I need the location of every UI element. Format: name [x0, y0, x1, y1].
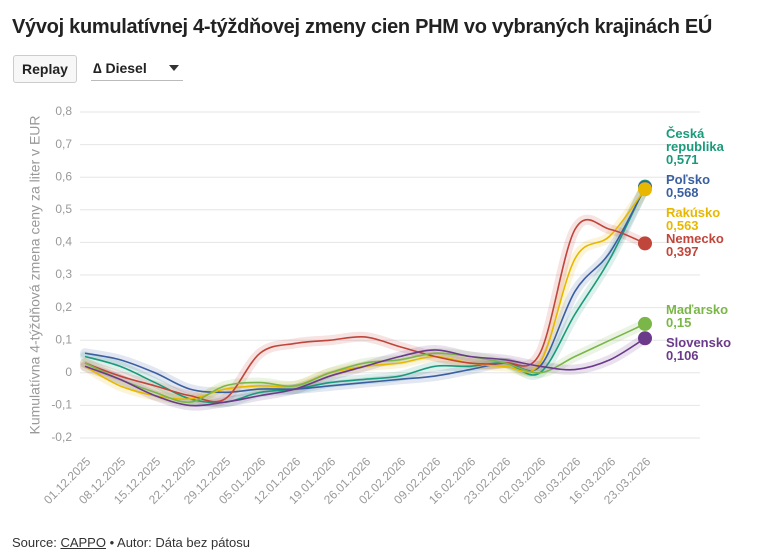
series-name: Česká republika — [666, 126, 724, 154]
source-link[interactable]: CAPPO — [60, 535, 106, 550]
y-tick-label: 0,8 — [55, 104, 72, 118]
end-label: Slovensko 0,106 — [666, 336, 746, 362]
end-dot — [638, 331, 652, 346]
end-label: Česká republika 0,571 — [666, 127, 746, 166]
dropdown-label: ∆ Diesel — [93, 59, 147, 76]
value-label: 0,563 — [666, 218, 699, 233]
value-label: 0,571 — [666, 152, 699, 167]
series-line — [84, 337, 646, 407]
y-tick-label: -0,1 — [51, 398, 72, 412]
end-label: Rakúsko 0,563 — [666, 206, 746, 232]
series-line — [84, 323, 646, 403]
end-label: Nemecko 0,397 — [666, 232, 746, 258]
end-dot — [638, 316, 652, 331]
y-tick-label: 0,6 — [55, 169, 72, 183]
series-name: Maďarsko — [666, 302, 729, 317]
y-tick-label: 0 — [65, 365, 72, 379]
y-tick-label: 0,5 — [55, 202, 72, 216]
value-label: 0,106 — [666, 348, 699, 363]
series-line — [84, 186, 646, 404]
series-line — [84, 218, 646, 403]
series-name: Rakúsko — [666, 205, 721, 220]
y-axis-title: Kumulatívna 4-týždňová zmena ceny za lit… — [27, 115, 43, 434]
source-suffix: • Autor: Dáta bez pátosu — [109, 535, 250, 550]
y-tick-label: 0,3 — [55, 267, 72, 281]
source: Source: CAPPO • Autor: Dáta bez pátosu — [12, 535, 250, 550]
end-label: Maďarsko 0,15 — [666, 303, 746, 329]
y-tick-label: -0,2 — [51, 430, 72, 444]
end-label: Poľsko 0,568 — [666, 173, 746, 199]
series-name: Slovensko — [666, 335, 732, 350]
y-tick-label: 0,1 — [55, 332, 72, 346]
series-name: Poľsko — [666, 172, 711, 187]
value-label: 0,397 — [666, 244, 699, 259]
y-tick-label: 0,2 — [55, 300, 72, 314]
chart-title: Vývoj kumulatívnej 4-týždňovej zmeny cie… — [12, 16, 713, 38]
replay-button[interactable]: Replay — [13, 55, 77, 83]
end-dot — [638, 182, 652, 197]
value-label: 0,15 — [666, 315, 692, 330]
series-line — [84, 187, 646, 394]
dropdown-arrow — [169, 65, 179, 71]
series-name: Nemecko — [666, 231, 724, 246]
value-label: 0,568 — [666, 185, 699, 200]
source-prefix: Source: — [12, 535, 57, 550]
end-dot — [638, 236, 652, 251]
y-tick-label: 0,4 — [55, 235, 72, 249]
y-tick-label: 0,7 — [55, 137, 72, 151]
fuel-dropdown[interactable]: ∆ Diesel — [91, 55, 183, 81]
